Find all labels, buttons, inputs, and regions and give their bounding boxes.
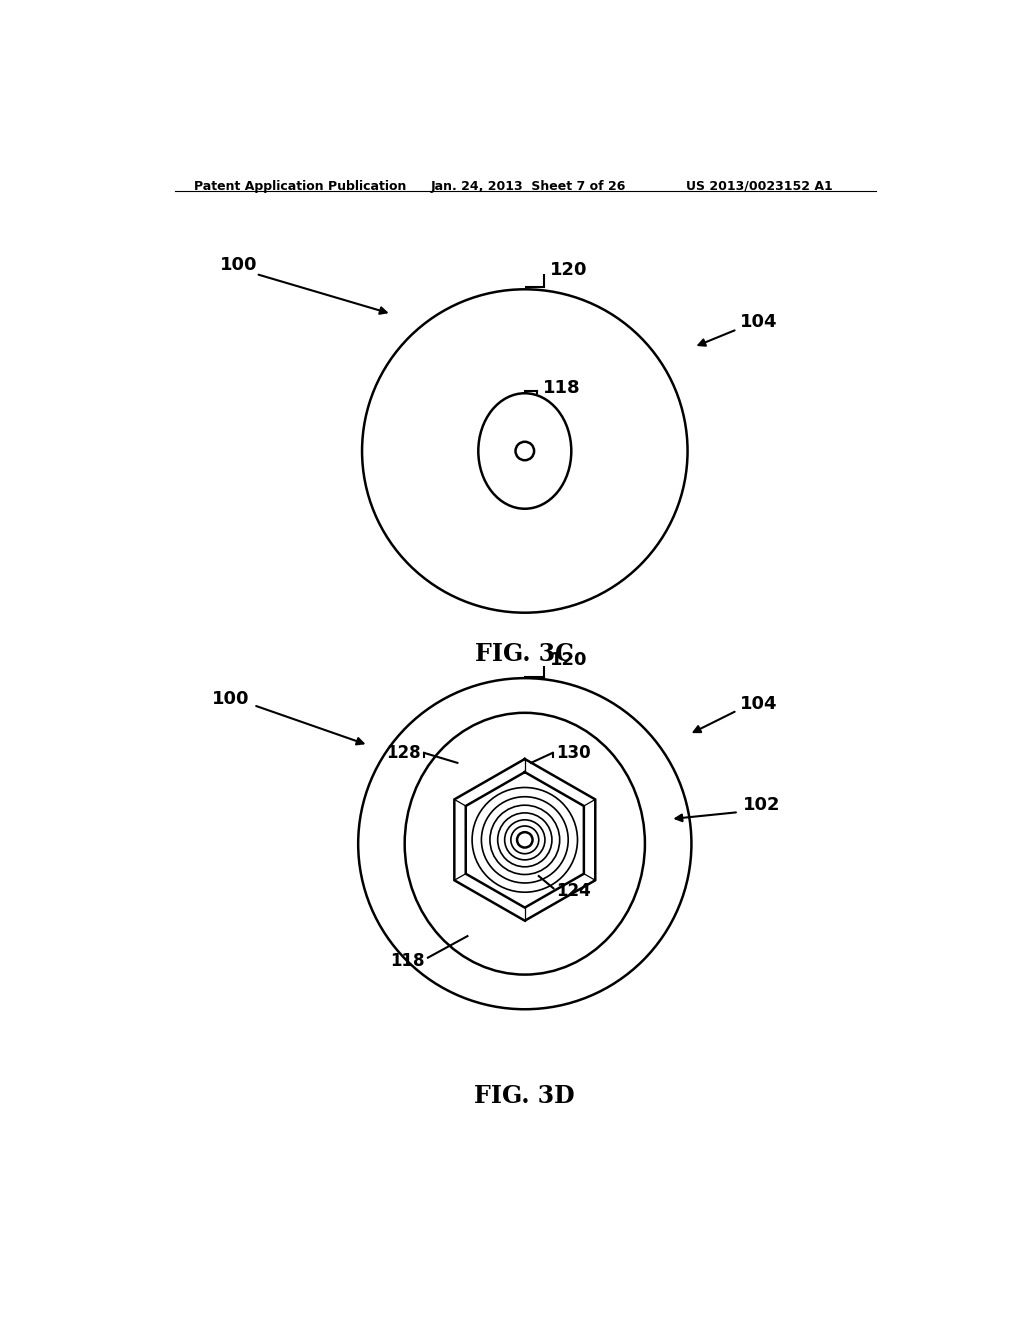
Text: 100: 100 <box>212 690 249 708</box>
Text: 124: 124 <box>557 883 591 900</box>
Text: Patent Application Publication: Patent Application Publication <box>194 180 407 193</box>
Text: 100: 100 <box>219 256 257 273</box>
Text: 102: 102 <box>742 796 780 814</box>
Text: US 2013/0023152 A1: US 2013/0023152 A1 <box>686 180 833 193</box>
Text: 130: 130 <box>556 744 591 762</box>
Text: 118: 118 <box>543 379 581 397</box>
Text: 104: 104 <box>740 694 778 713</box>
Text: FIG. 3C: FIG. 3C <box>475 642 574 667</box>
Text: 120: 120 <box>550 652 588 669</box>
Text: 104: 104 <box>740 313 778 330</box>
Text: Jan. 24, 2013  Sheet 7 of 26: Jan. 24, 2013 Sheet 7 of 26 <box>430 180 626 193</box>
Text: FIG. 3D: FIG. 3D <box>474 1084 575 1107</box>
Text: 120: 120 <box>550 261 588 279</box>
Text: 118: 118 <box>390 952 425 970</box>
Text: 128: 128 <box>386 744 421 762</box>
